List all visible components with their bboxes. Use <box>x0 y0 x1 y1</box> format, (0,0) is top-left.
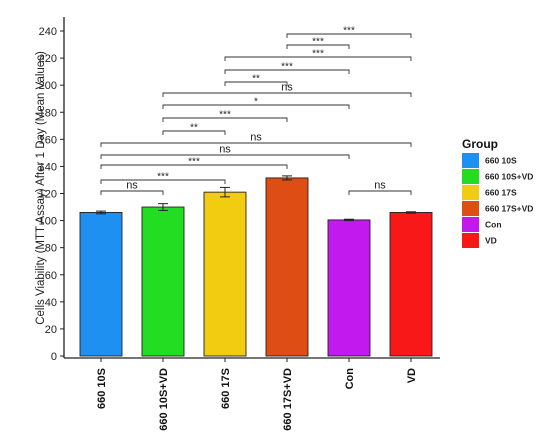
y-tick-label-40: 40 <box>45 297 57 309</box>
bracket-0-1-label: ns <box>126 180 138 192</box>
bracket-2-3-label: ** <box>252 74 260 85</box>
bracket-3-4 <box>286 44 350 49</box>
bracket-0-3-label: *** <box>188 157 200 168</box>
bracket-2-3 <box>224 81 288 86</box>
bracket-1-3 <box>162 117 288 122</box>
bracket-2-4-label: *** <box>281 62 293 73</box>
bar-660-10s-vd <box>141 206 185 357</box>
bracket-0-3 <box>100 164 288 169</box>
y-tick-label-220: 220 <box>39 53 57 65</box>
y-tick-label-80: 80 <box>45 243 57 255</box>
bracket-3-4-label: *** <box>312 37 324 48</box>
legend-label-vd: VD <box>485 236 497 246</box>
bracket-2-4 <box>224 69 350 74</box>
bracket-3-5 <box>286 33 412 38</box>
x-tick-label-660-10s-vd: 660 10S+VD <box>158 368 170 431</box>
legend-label-660-10s: 660 10S <box>485 156 517 166</box>
y-tick-label-180: 180 <box>39 107 57 119</box>
legend-label-con: Con <box>485 220 502 230</box>
legend-title: Group <box>462 137 498 151</box>
x-tick-label-660-17s-vd: 660 17S+VD <box>282 368 294 431</box>
y-tick-label-120: 120 <box>39 189 57 201</box>
y-tick-label-200: 200 <box>39 80 57 92</box>
bar-vd <box>389 212 433 357</box>
bracket-0-1 <box>100 190 164 195</box>
bracket-0-2 <box>100 179 226 184</box>
y-tick-label-60: 60 <box>45 270 57 282</box>
y-tick-label-160: 160 <box>39 134 57 146</box>
legend-swatch-660-10s <box>462 153 479 168</box>
bracket-1-2-label: ** <box>190 123 198 134</box>
bar-660-17s-vd <box>265 177 309 357</box>
bracket-4-5 <box>348 190 412 195</box>
y-tick-label-100: 100 <box>39 216 57 228</box>
legend: 660 10S 660 10S+VD 660 17S 660 17S+VD Con VD <box>462 153 533 248</box>
bracket-3-5-label: *** <box>343 26 355 37</box>
bar-660-17s <box>203 191 247 357</box>
bracket-0-5-label: ns <box>250 132 262 144</box>
y-tick-label-140: 140 <box>39 161 57 173</box>
bracket-1-3-label: *** <box>219 110 231 121</box>
bracket-2-5-label: *** <box>312 49 324 60</box>
bracket-1-5 <box>162 92 412 97</box>
bracket-1-2 <box>162 130 226 135</box>
legend-swatch-660-10s-vd <box>462 169 479 184</box>
y-tick-label-240: 240 <box>39 26 57 38</box>
plot-area: 0 20 40 60 80 100 120 140 160 180 200 220 240 660 10S… <box>39 17 440 431</box>
bracket-2-5 <box>224 56 412 61</box>
bracket-0-4-label: ns <box>219 144 231 156</box>
legend-swatch-660-17s-vd <box>462 201 479 216</box>
y-tick-label-0: 0 <box>51 351 57 363</box>
x-tick-label-660-17s: 660 17S <box>220 368 232 409</box>
legend-label-660-17s: 660 17S <box>485 188 517 198</box>
legend-swatch-660-17s <box>462 185 479 200</box>
y-axis-title: Cells Viability (MTT Assay) After 1 Day … <box>35 51 47 325</box>
bar-660-10s <box>79 212 123 357</box>
legend-label-660-10s-vd: 660 10S+VD <box>485 172 533 182</box>
bracket-1-4-label: * <box>254 97 258 108</box>
x-tick-label-vd: VD <box>406 368 418 383</box>
bracket-1-4 <box>162 104 350 109</box>
bracket-4-5-label: ns <box>374 180 386 192</box>
x-tick-label-con: Con <box>344 368 356 390</box>
legend-swatch-vd <box>462 233 479 248</box>
legend-label-660-17s-vd: 660 17S+VD <box>485 204 533 214</box>
legend-swatch-con <box>462 217 479 232</box>
bracket-0-5 <box>100 142 412 147</box>
y-tick-label-20: 20 <box>45 324 57 336</box>
x-tick-label-660-10s: 660 10S <box>96 368 108 409</box>
bar-con <box>327 219 371 357</box>
bracket-0-2-label: *** <box>157 172 169 183</box>
bracket-0-4 <box>100 154 350 159</box>
bracket-1-5-label: ns <box>281 82 293 94</box>
